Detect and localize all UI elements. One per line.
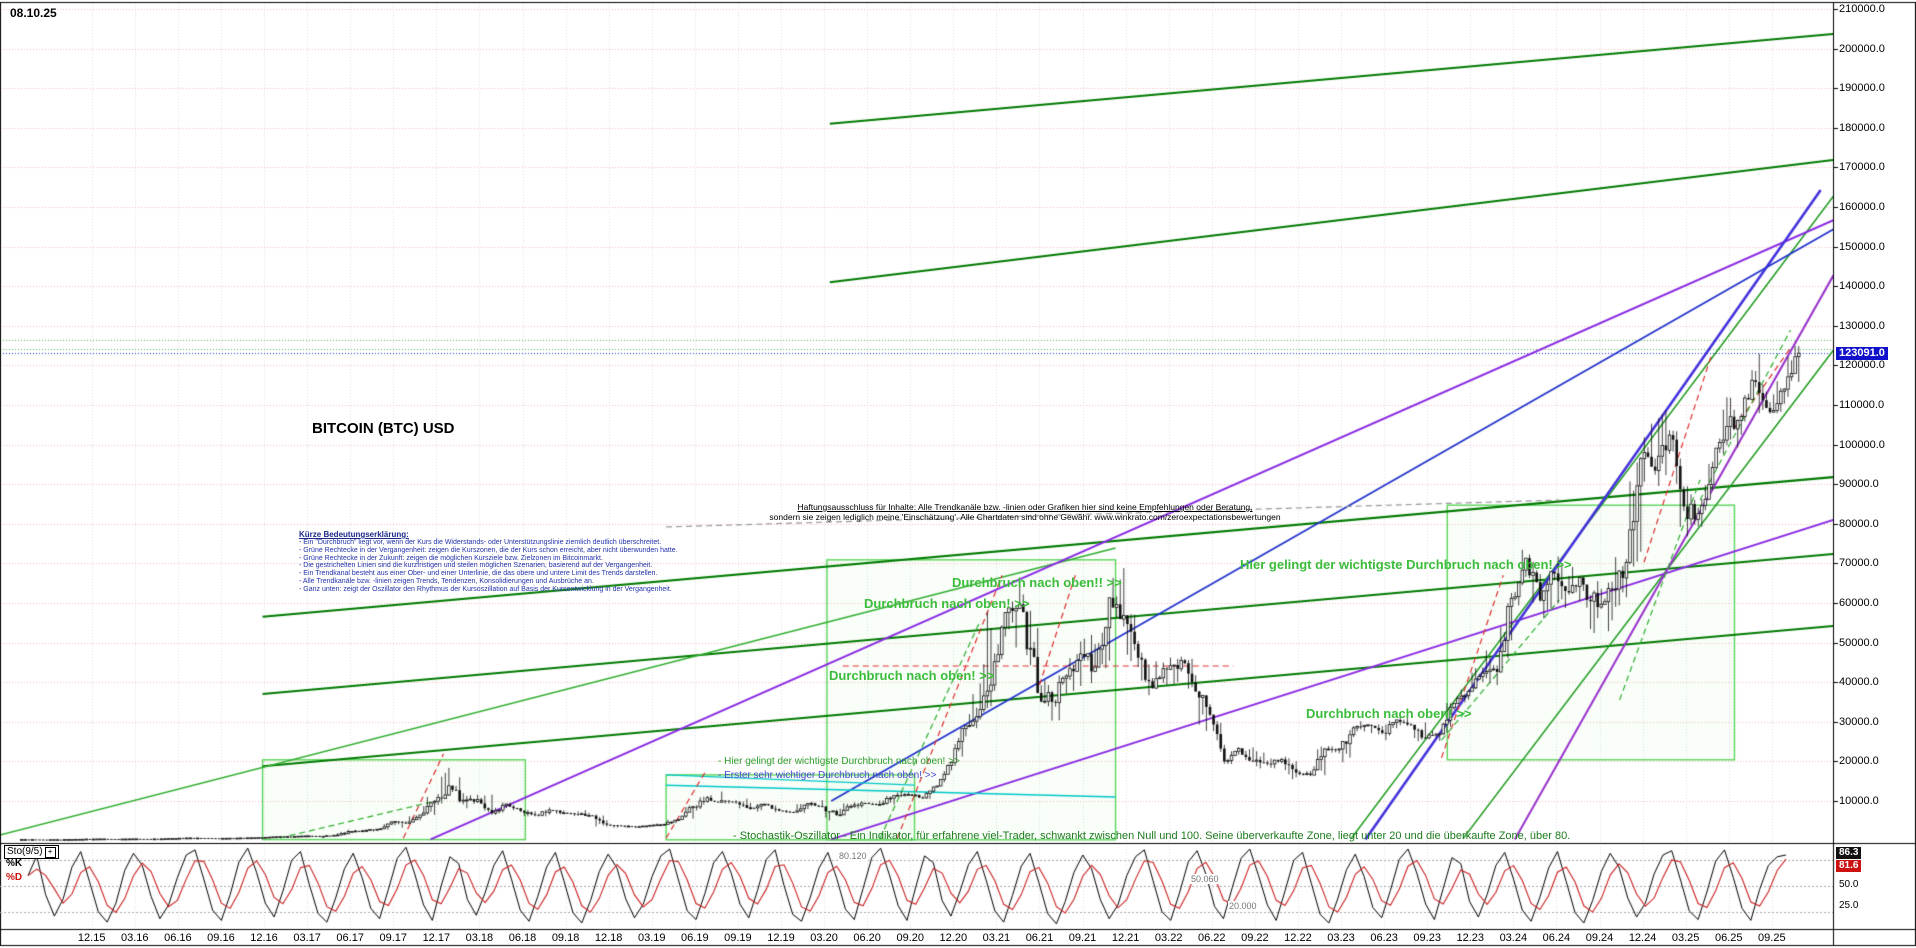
date-label: 08.10.25 [10,6,57,20]
annotation-text: Durchbruch nach oben!! >> [952,575,1122,590]
legend-lines: - Ein "Durchbruch" liegt vor, wenn der K… [299,539,678,594]
price-axis-label: 30000.0 [1839,715,1879,728]
time-axis-label: 09.18 [551,932,580,944]
legend-line: - Ein Trendkanal besteht aus einer Ober-… [299,570,658,578]
oscillator-level-label: 80.120 [838,851,868,861]
price-axis-label: 90000.0 [1839,478,1879,491]
time-axis-label: 12.20 [939,932,968,944]
time-axis-label: 06.23 [1370,932,1398,944]
annotation-text: Durchbruch nach oben! >> [829,668,995,683]
annotation-text: Durchbruch nach oben! >> [1306,706,1472,721]
oscillator-value-badge: 81.6 [1836,860,1862,872]
legend-line: - Grüne Rechtecke in der Vergangenheit: … [299,546,678,554]
time-axis-label: 12.23 [1456,932,1485,944]
legend-line: - Grüne Rechtecke in der Zukunft: zeigen… [299,554,603,562]
time-axis-label: 06.20 [853,932,881,944]
time-axis-label: 12.21 [1111,932,1140,944]
time-axis-label: 06.18 [508,932,537,944]
time-axis-label: 06.19 [681,932,709,944]
time-axis-label: 09.21 [1068,932,1097,944]
time-axis-label: 03.24 [1499,932,1528,944]
k-series-label: %K [6,858,23,869]
time-axis-label: 06.25 [1714,932,1743,944]
oscillator-name-label: Sto(9/5) [7,846,43,857]
annotation-text: Durchbruch nach oben! >> [864,596,1030,611]
current-price-badge: 123091.0 [1836,347,1888,360]
oscillator-value-badge: 25.0 [1839,900,1859,911]
time-axis-label: 06.16 [164,932,192,944]
time-axis-label: 03.18 [465,932,494,944]
price-axis-label: 60000.0 [1839,597,1879,609]
annotation-text: Hier gelingt der wichtigste Durchbruch n… [1240,557,1572,572]
price-axis-label: 20000.0 [1839,755,1879,768]
oscillator-add-button[interactable]: + [44,847,56,858]
price-axis-label: 180000.0 [1839,121,1885,134]
annotation-text: - Hier gelingt der wichtigste Durchbruch… [718,756,960,767]
time-axis-label: 12.16 [250,932,278,944]
time-axis-label: 03.23 [1327,932,1355,944]
oscillator-level-label: 50.060 [1190,874,1220,884]
time-axis-label: 06.21 [1025,932,1054,944]
oscillator-value-badge: 50.0 [1839,879,1859,890]
time-axis-label: 09.22 [1241,932,1269,944]
disclaimer-line1: Haftungsausschluss für Inhalte: Alle Tre… [797,502,1253,512]
time-axis-label: 09.19 [724,932,752,944]
time-axis-label: 09.20 [896,932,924,944]
price-axis-label: 140000.0 [1839,280,1885,293]
price-axis-label: 170000.0 [1839,161,1885,174]
time-axis-label: 03.22 [1154,932,1183,944]
time-axis-label: 03.25 [1671,932,1700,944]
price-axis-label: 100000.0 [1839,438,1885,451]
price-axis-label: 80000.0 [1839,517,1879,530]
price-axis-label: 160000.0 [1839,201,1885,213]
time-axis-label: 12.15 [77,932,106,944]
oscillator-value-badge: 86.3 [1836,847,1862,859]
time-axis-label: 09.17 [379,932,408,944]
time-axis-label: 12.19 [767,932,795,944]
annotation-text: - Erster sehr wichtiger Durchbruch nach … [718,770,937,781]
time-axis-label: 12.22 [1284,932,1312,944]
time-axis-label: 09.25 [1758,932,1786,944]
price-axis-label: 190000.0 [1839,82,1885,95]
oscillator-name-box[interactable]: Sto(9/5) + [4,845,59,859]
time-axis-label: 03.17 [293,932,321,944]
time-axis-label: 09.23 [1413,932,1441,944]
time-axis-label: 09.16 [207,932,235,944]
time-axis-label: 03.16 [121,932,149,944]
time-axis-label: 03.20 [810,932,838,944]
oscillator-description: - Stochastik-Oszillator - Ein Indikator,… [733,830,1571,842]
price-axis-label: 130000.0 [1839,319,1885,332]
time-axis-label: 12.17 [422,932,451,944]
price-axis-label: 40000.0 [1839,676,1879,689]
chart-title: BITCOIN (BTC) USD [312,420,455,437]
time-axis-label: 03.19 [637,932,666,944]
price-axis-label: 200000.0 [1839,42,1885,55]
price-axis-label: 120000.0 [1839,359,1885,372]
legend-heading: Kürze Bedeutungserklärung: [299,530,409,539]
time-axis-label: 03.21 [982,932,1011,944]
legend-line: - Ein "Durchbruch" liegt vor, wenn der K… [299,539,662,546]
price-axis-label: 70000.0 [1839,557,1879,570]
disclaimer: Haftungsausschluss für Inhalte: Alle Tre… [730,502,1320,522]
legend-block: Kürze Bedeutungserklärung: - Ein "Durchb… [299,530,678,594]
price-axis-label: 50000.0 [1839,636,1879,649]
legend-line: - Alle Trendkanäle bzw. -linien zeigen T… [299,577,594,585]
oscillator-level-label: 20.000 [1228,901,1258,911]
price-axis-label: 110000.0 [1839,399,1885,411]
legend-line: - Die gestrichelten Linien sind die kurz… [299,562,653,570]
time-axis-label: 12.24 [1628,932,1657,944]
price-axis-label: 210000.0 [1839,3,1885,15]
price-axis-label: 150000.0 [1839,240,1885,253]
legend-line: - Ganz unten: zeigt der Oszillator den R… [299,585,672,593]
d-series-label: %D [6,872,23,883]
price-axis-label: 10000.0 [1839,795,1879,807]
time-axis-label: 06.24 [1542,932,1571,944]
disclaimer-line2: sondern sie zeigen lediglich meine 'Eins… [769,512,1281,522]
time-axis-label: 06.22 [1198,932,1226,944]
time-axis-label: 06.17 [336,932,364,944]
time-axis-label: 12.18 [594,932,623,944]
time-axis-label: 09.24 [1585,932,1614,944]
